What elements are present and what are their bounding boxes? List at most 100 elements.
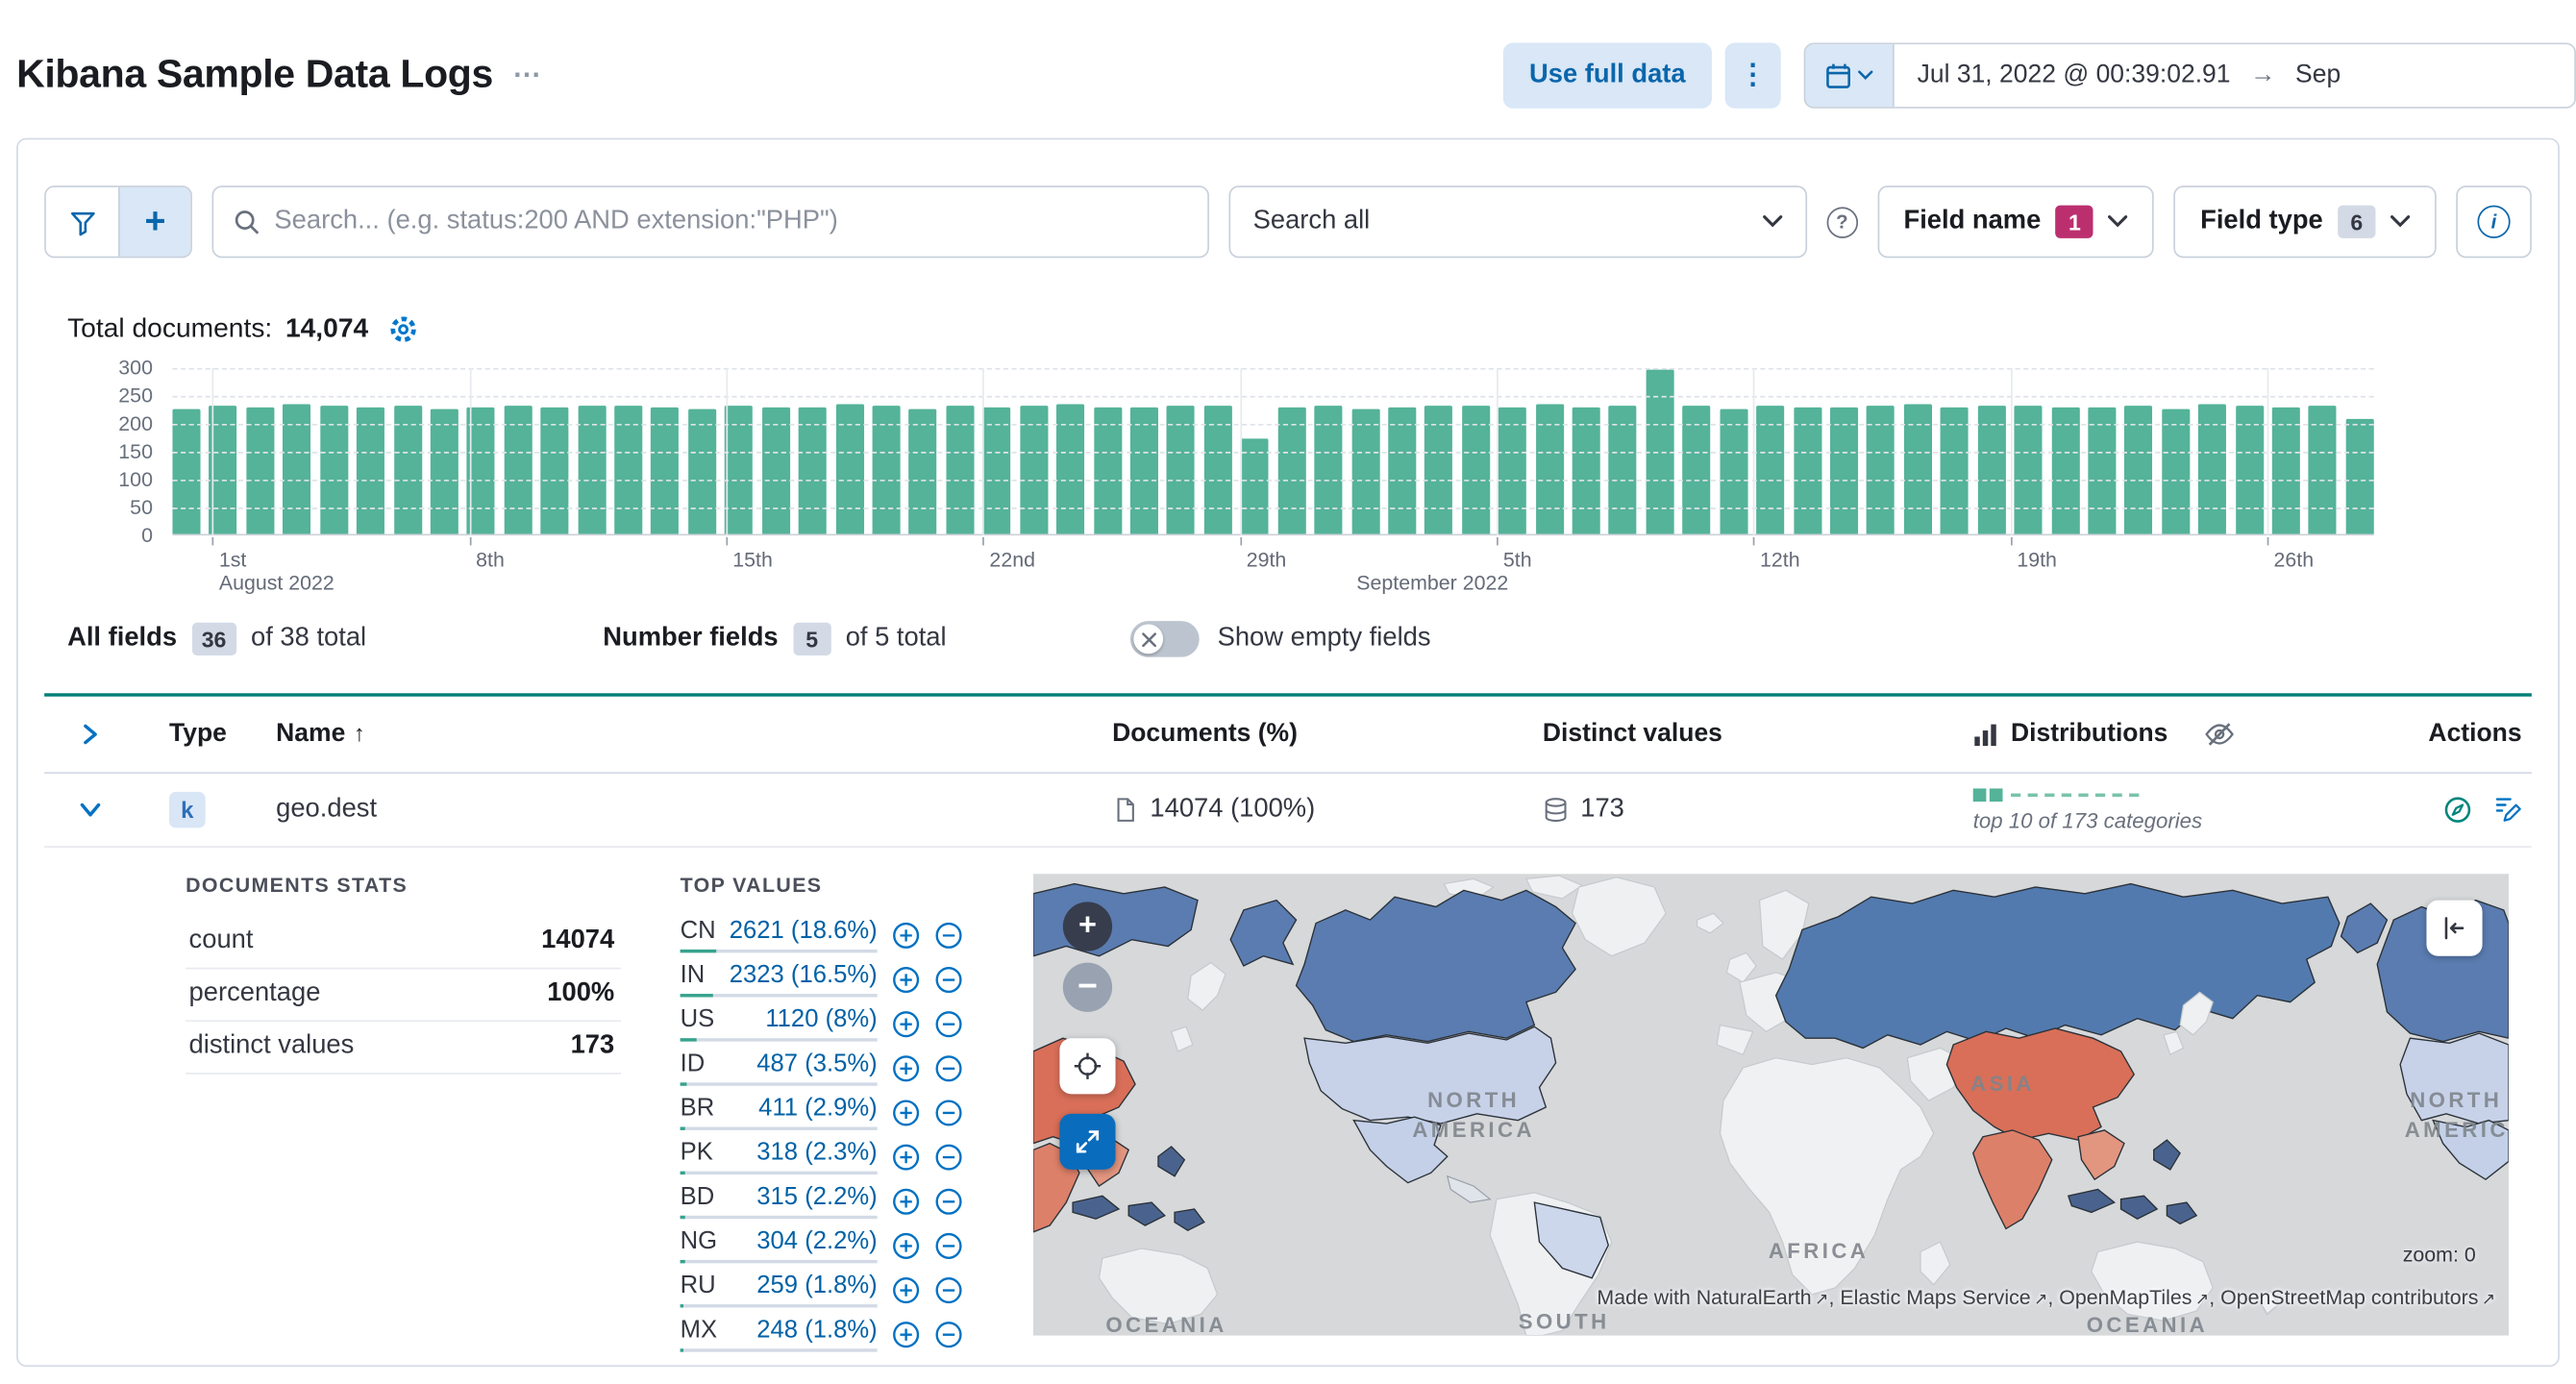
histogram-bar: [393, 406, 422, 534]
expand-all-button[interactable]: [44, 714, 136, 754]
total-documents: Total documents: 14,074: [67, 313, 2532, 344]
y-axis-tick-label: 250: [118, 383, 153, 408]
histogram-bar: [687, 408, 717, 534]
geo-map[interactable]: NORTH AMERICA ASIA AFRICA SOUTH OCEANIA …: [1033, 874, 2509, 1336]
col-header-actions: Actions: [2428, 719, 2522, 748]
top-value-link[interactable]: 1120 (8%): [765, 1005, 878, 1034]
filter-for-value-button[interactable]: [892, 965, 920, 993]
filter-for-value-button[interactable]: [892, 1187, 920, 1215]
col-header-distinct: Distinct values: [1542, 719, 1722, 748]
top-value-link[interactable]: 2323 (16.5%): [729, 960, 878, 989]
svg-text:AMERICA: AMERICA: [2405, 1118, 2509, 1142]
search-scope-select[interactable]: Search all: [1228, 185, 1807, 259]
filter-for-value-button[interactable]: [892, 1320, 920, 1347]
documents-stats-block: DOCUMENTS STATS count 14074 percentage 100%…: [186, 874, 622, 1360]
mini-distribution: [1972, 787, 2335, 803]
filter-out-value-button[interactable]: [935, 921, 963, 949]
filter-for-value-button[interactable]: [892, 921, 920, 949]
field-types-info-button[interactable]: i: [2456, 185, 2532, 259]
map-zoom-in-button[interactable]: +: [1062, 902, 1113, 952]
map-legend-toggle-button[interactable]: [2426, 900, 2483, 956]
filter-for-value-button[interactable]: [892, 1231, 920, 1259]
filter-out-value-button[interactable]: [935, 1231, 963, 1259]
top-value-link[interactable]: 2621 (18.6%): [729, 916, 878, 945]
filter-for-value-button[interactable]: [892, 1009, 920, 1037]
region-label-oceania: OCEANIA: [1105, 1313, 1226, 1335]
map-fit-data-button[interactable]: [1059, 1038, 1116, 1095]
filter-funnel-icon: [70, 211, 94, 235]
map-zoom-out-button[interactable]: −: [1062, 962, 1113, 1012]
search-input[interactable]: [274, 207, 1188, 237]
map-expand-button[interactable]: [1059, 1113, 1116, 1170]
vertical-dots-button[interactable]: ⋮: [1724, 42, 1781, 109]
quick-select-button[interactable]: [1805, 44, 1895, 108]
filter-for-icon: [893, 1143, 920, 1170]
date-range-picker[interactable]: Jul 31, 2022 @ 00:39:02.91 → Sep: [1803, 42, 2576, 109]
help-icon[interactable]: ?: [1826, 206, 1858, 237]
top-value-row: IN 2323 (16.5%): [680, 960, 973, 998]
filter-out-value-button[interactable]: [935, 1143, 963, 1171]
attribution-link[interactable]: Elastic Maps Service ↗: [1840, 1286, 2048, 1310]
date-start[interactable]: Jul 31, 2022 @ 00:39:02.91: [1917, 61, 2231, 89]
filter-out-value-button[interactable]: [935, 1099, 963, 1126]
x-axis-tick-label: 12th: [1760, 548, 1800, 572]
top-value-link[interactable]: 248 (1.8%): [756, 1316, 878, 1345]
histogram-bar: [725, 405, 754, 534]
histogram-bar: [1167, 406, 1196, 534]
keyword-type-token: k: [169, 791, 206, 828]
collapse-row-button[interactable]: [44, 790, 136, 829]
filter-out-value-button[interactable]: [935, 1053, 963, 1081]
explore-field-action-button[interactable]: [2443, 795, 2473, 825]
top-value-link[interactable]: 315 (2.2%): [756, 1182, 878, 1211]
histogram-bar: [540, 408, 569, 534]
histogram-bar: [1056, 404, 1085, 534]
documents-value: 14074 (100%): [1150, 795, 1316, 824]
date-end[interactable]: Sep: [2295, 61, 2341, 89]
chart-settings-button[interactable]: [388, 313, 419, 344]
histogram-bar: [1720, 408, 1748, 534]
stats-label: distinct values: [188, 1031, 355, 1060]
chevron-down-icon: [1858, 70, 1873, 80]
top-value-row: BD 315 (2.2%): [680, 1182, 973, 1220]
histogram-bar: [798, 408, 828, 534]
filter-for-value-button[interactable]: [892, 1099, 920, 1126]
filter-for-value-button[interactable]: [892, 1275, 920, 1303]
edit-field-action-button[interactable]: [2492, 795, 2522, 825]
distinct-value: 173: [1580, 795, 1624, 824]
chevron-right-icon: [84, 724, 97, 745]
show-empty-fields-toggle[interactable]: [1130, 621, 1200, 657]
col-header-name[interactable]: Name ↑: [276, 719, 365, 748]
top-value-link[interactable]: 304 (2.2%): [756, 1226, 878, 1255]
date-range-text[interactable]: Jul 31, 2022 @ 00:39:02.91 → Sep: [1895, 44, 2364, 107]
histogram-plot-area[interactable]: [172, 368, 2374, 536]
attribution-link[interactable]: OpenMapTiles ↗: [2059, 1286, 2210, 1310]
use-full-data-button[interactable]: Use full data: [1502, 42, 1712, 109]
x-axis-tick-label: 29th: [1246, 548, 1287, 572]
chevron-down-icon: [1762, 215, 1782, 228]
histogram-bar: [908, 408, 937, 534]
top-value-link[interactable]: 411 (2.9%): [758, 1094, 878, 1123]
attribution-link[interactable]: NaturalEarth ↗: [1696, 1286, 1829, 1310]
filter-fields-button[interactable]: [45, 186, 119, 257]
col-header-documents: Documents (%): [1112, 719, 1298, 748]
title-options-icon[interactable]: ⋯: [512, 59, 543, 91]
top-value-link[interactable]: 487 (3.5%): [756, 1050, 878, 1078]
hide-distributions-button[interactable]: [2204, 720, 2234, 750]
top-value-link[interactable]: 318 (2.3%): [756, 1138, 878, 1167]
attribution-link[interactable]: OpenStreetMap contributors ↗: [2220, 1286, 2496, 1310]
filter-out-value-button[interactable]: [935, 1275, 963, 1303]
filter-out-value-button[interactable]: [935, 1009, 963, 1037]
histogram-bar: [614, 405, 643, 534]
top-values-block: TOP VALUES CN 2621 (18.6%) IN 2323 (16.5%) U…: [680, 874, 973, 1360]
table-row[interactable]: k geo.dest 14074 (100%): [44, 774, 2532, 848]
filter-out-value-button[interactable]: [935, 1187, 963, 1215]
field-type-filter-button[interactable]: Field type 6: [2173, 185, 2437, 259]
filter-for-value-button[interactable]: [892, 1143, 920, 1171]
top-value-link[interactable]: 259 (1.8%): [756, 1271, 878, 1299]
filter-out-value-button[interactable]: [935, 965, 963, 993]
x-axis-tick-label: 19th: [2017, 548, 2057, 572]
add-field-button[interactable]: +: [118, 186, 191, 257]
field-name-filter-button[interactable]: Field name 1: [1877, 185, 2155, 259]
filter-for-value-button[interactable]: [892, 1053, 920, 1081]
filter-out-value-button[interactable]: [935, 1320, 963, 1347]
